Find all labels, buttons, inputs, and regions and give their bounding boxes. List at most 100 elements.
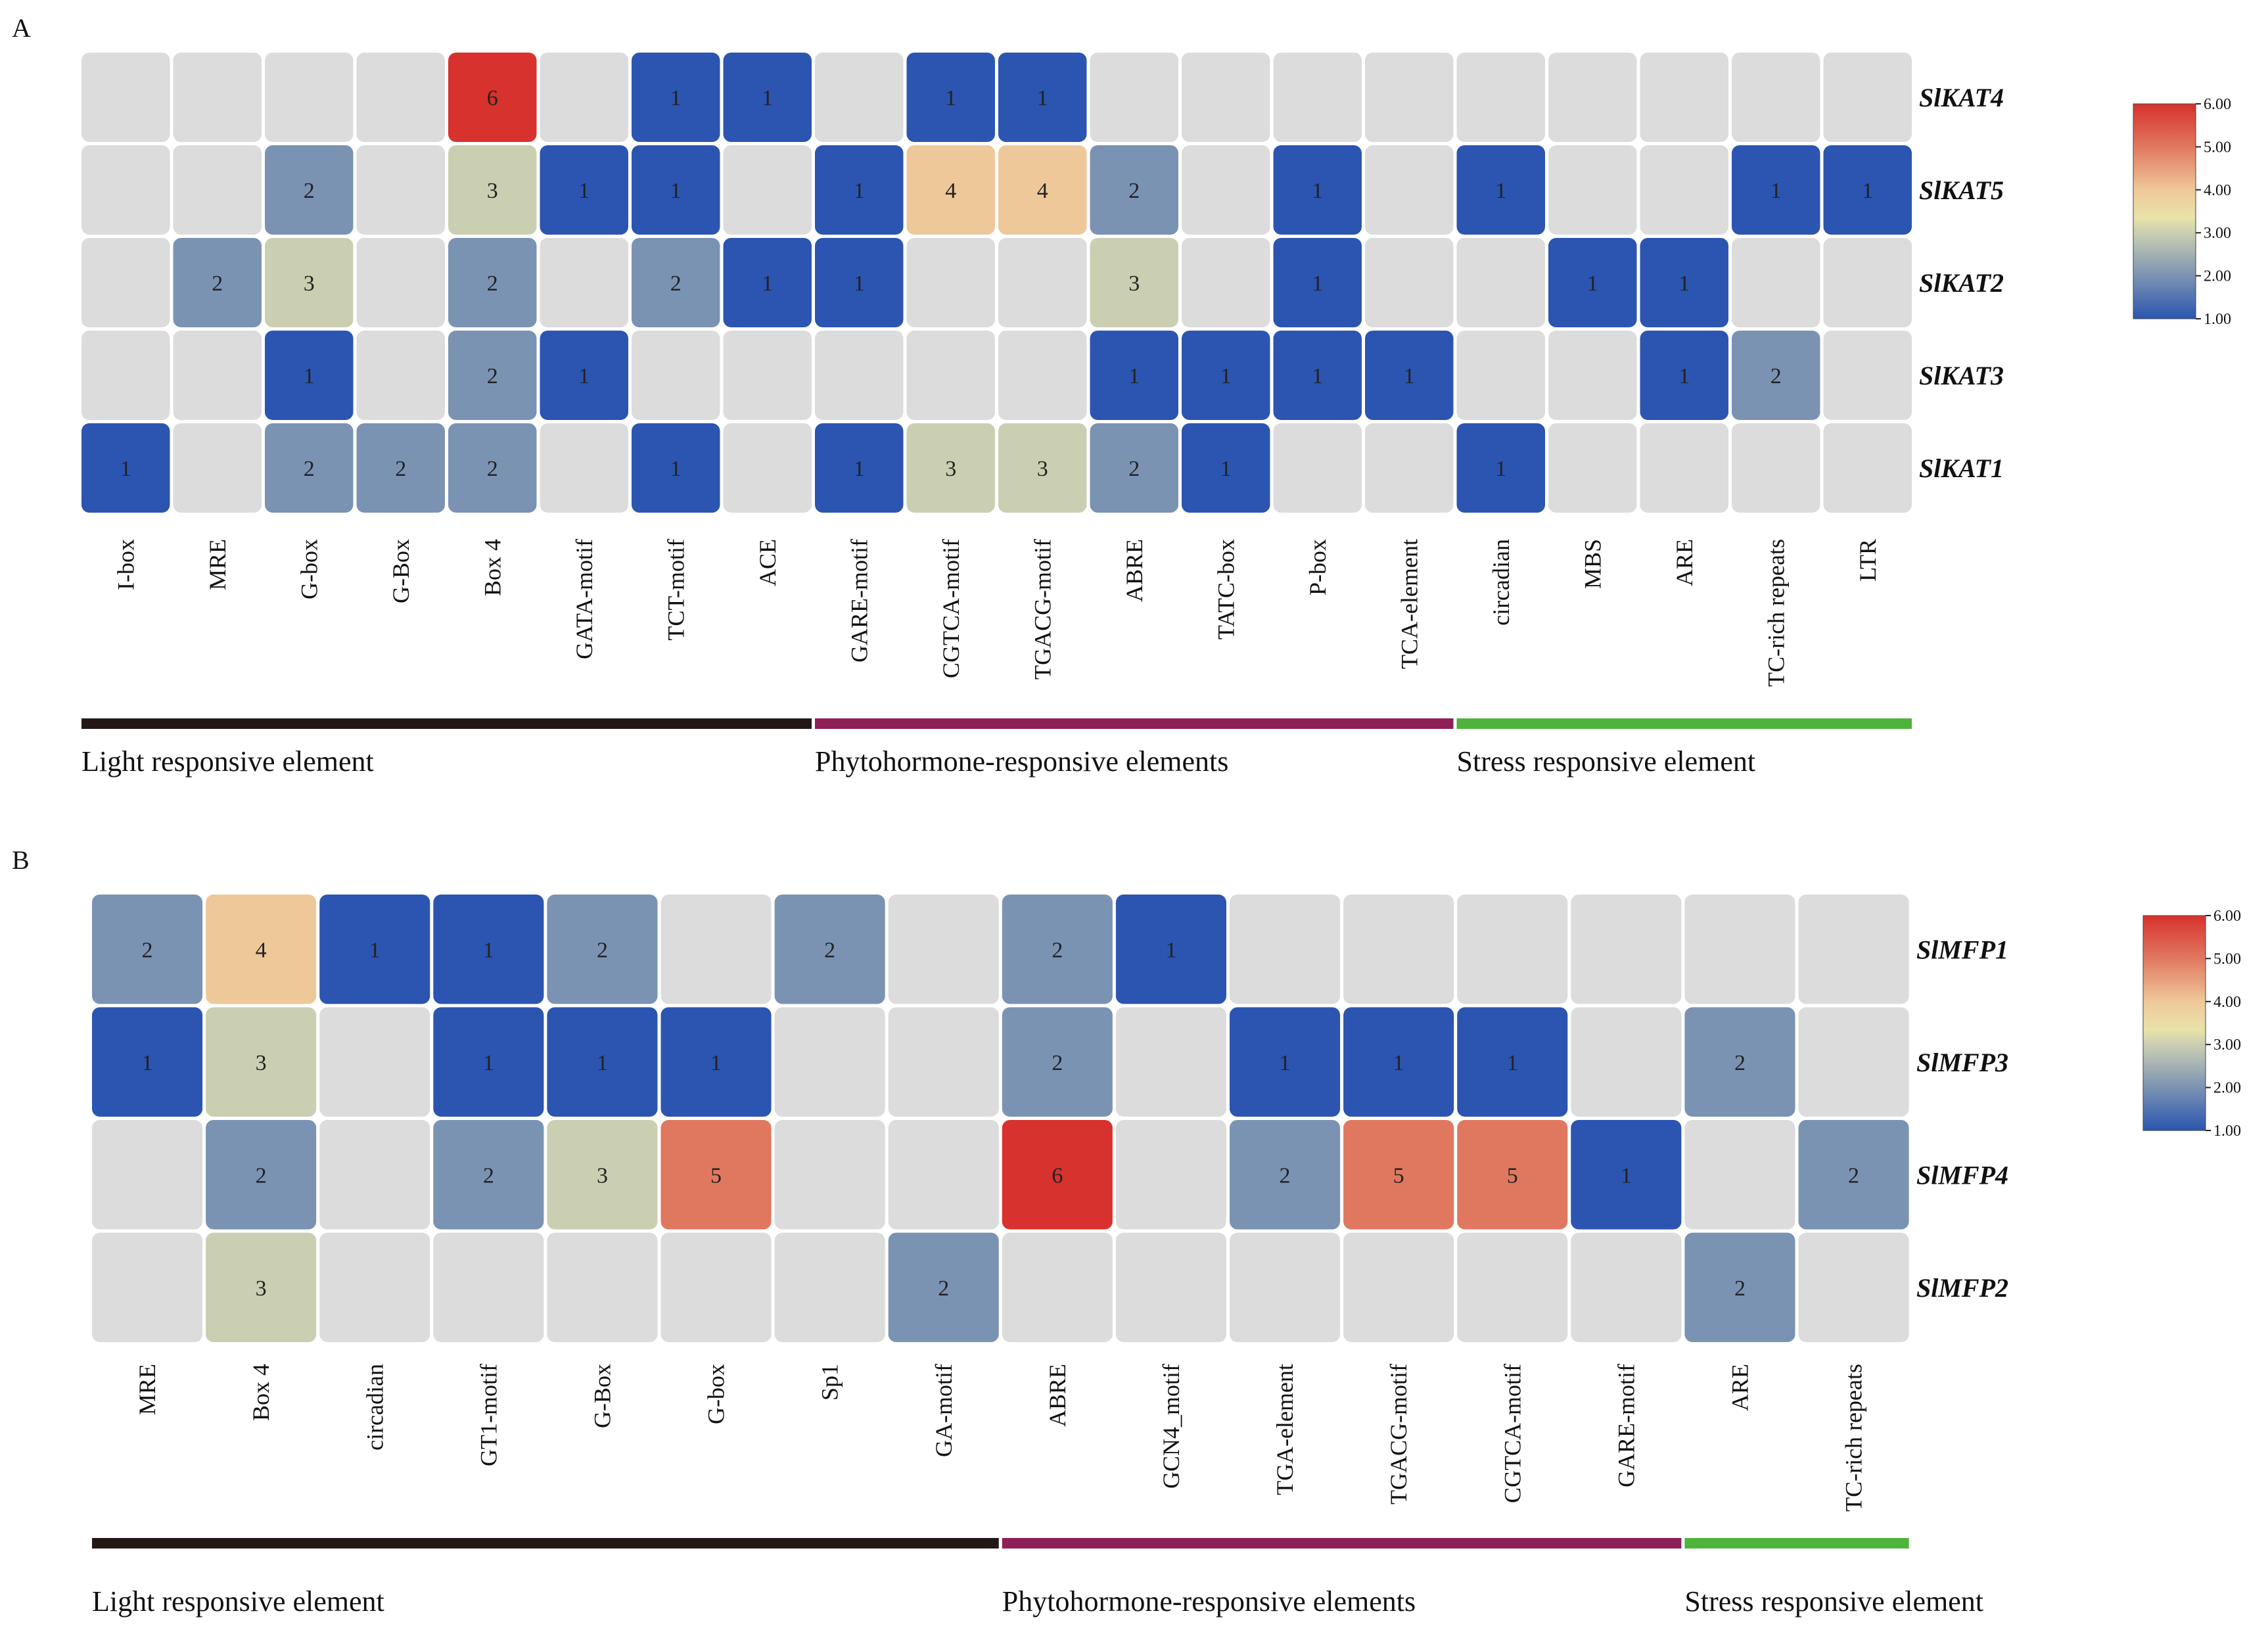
heatmap-cell	[1115, 1232, 1226, 1342]
cell-value: 2	[597, 938, 608, 962]
cell-value: 1	[142, 1051, 153, 1075]
heatmap-cell	[1457, 1120, 1568, 1230]
heatmap-cell	[1548, 238, 1637, 327]
heatmap-cell	[660, 1232, 772, 1342]
gene-label: SlKAT3	[1919, 361, 2004, 390]
cell-value: 1	[762, 271, 773, 296]
panel-a-letter: A	[12, 13, 31, 43]
cell-value: 4	[1037, 179, 1048, 203]
heatmap-cell	[888, 895, 999, 1004]
heatmap-cell	[815, 238, 904, 327]
colorbar-tick-label: 6.00	[2213, 908, 2241, 925]
heatmap-cell	[1732, 145, 1820, 235]
heatmap-cell	[1548, 53, 1637, 142]
cell-value: 1	[945, 86, 956, 110]
heatmap-cell	[92, 1232, 203, 1342]
heatmap-cell	[1365, 331, 1454, 420]
colorbar-tick-label: 4.00	[2204, 182, 2231, 199]
cell-value: 2	[142, 938, 153, 962]
heatmap-cell	[1230, 1232, 1341, 1342]
heatmap-cell	[1571, 1120, 1682, 1230]
heatmap-cell	[906, 145, 995, 235]
cell-value: 1	[597, 1051, 608, 1075]
heatmap-cell	[1684, 1007, 1795, 1117]
cell-value: 1	[304, 364, 315, 388]
heatmap-cell	[173, 238, 262, 327]
column-label: ARE	[1726, 1364, 1753, 1411]
column-label: GARE-motif	[1613, 1364, 1639, 1487]
heatmap-cell	[1684, 1120, 1795, 1230]
cell-value: 6	[487, 86, 498, 110]
heatmap-cell	[1457, 1007, 1568, 1117]
heatmap-cell	[1732, 423, 1820, 513]
heatmap-cell	[1823, 331, 1912, 420]
heatmap-cell	[540, 53, 628, 142]
heatmap-cell	[173, 53, 262, 142]
heatmap-cell	[1343, 1120, 1454, 1230]
column-label: ARE	[1671, 539, 1698, 586]
heatmap-cell	[356, 423, 445, 513]
heatmap-cell	[998, 145, 1087, 235]
colorbar-gradient	[2133, 103, 2196, 319]
cell-value: 1	[854, 179, 865, 203]
group-label: Phytohormone-responsive elements	[1002, 1585, 1416, 1618]
heatmap-cell	[1456, 53, 1545, 142]
cell-value: 3	[1037, 457, 1048, 481]
column-label: MRE	[204, 539, 231, 590]
heatmap-cell	[1732, 53, 1820, 142]
colorbar-tick-label: 5.00	[2213, 950, 2241, 967]
heatmap-cell	[319, 1232, 430, 1342]
heatmap-cell	[356, 238, 445, 327]
heatmap-cell	[1230, 1120, 1341, 1230]
cell-value: 2	[1128, 457, 1140, 481]
cell-value: 1	[1678, 364, 1690, 388]
heatmap-cell	[906, 238, 995, 327]
heatmap-cell	[1343, 1232, 1454, 1342]
column-label: circadian	[1488, 539, 1514, 626]
column-label: TGACG-motif	[1385, 1364, 1412, 1504]
heatmap-cell	[1182, 53, 1270, 142]
cell-value: 1	[369, 938, 381, 962]
heatmap-cell	[433, 1120, 544, 1230]
heatmap-cell	[1090, 53, 1178, 142]
heatmap-cell	[1182, 238, 1270, 327]
heatmap-a-cells: 6 1 1 1 1 2 3 1 1 1 4 4 2 1 1 1 1 2 3 2 2 1 1 3 1 1 1 1 2 1 1 1 1 1 1 2 1 2 2 2…	[81, 53, 1912, 513]
column-label: Box 4	[248, 1364, 274, 1421]
heatmap-cell	[1273, 423, 1362, 513]
gene-label: SlKAT4	[1919, 83, 2004, 112]
cell-value: 1	[1312, 179, 1323, 203]
heatmap-cell	[173, 423, 262, 513]
cell-value: 1	[1770, 179, 1782, 203]
heatmap-cell	[265, 145, 354, 235]
cell-value: 1	[1587, 271, 1598, 296]
cell-value: 2	[938, 1276, 949, 1301]
cell-value: 3	[256, 1276, 267, 1301]
cell-value: 1	[1037, 86, 1048, 110]
cell-value: 2	[256, 1163, 267, 1188]
heatmap-cell	[1273, 53, 1362, 142]
heatmap-cell	[632, 423, 720, 513]
heatmap-cell	[319, 1120, 430, 1230]
colorbar-tick-label: 1.00	[2204, 311, 2231, 328]
heatmap-cell	[319, 895, 430, 1004]
heatmap-cell	[433, 895, 544, 1004]
column-label: ABRE	[1121, 539, 1147, 602]
heatmap-cell	[1090, 331, 1178, 420]
cell-value: 2	[1734, 1051, 1746, 1075]
group-bar	[1456, 718, 1912, 729]
column-label: ACE	[754, 539, 781, 586]
cell-value: 3	[256, 1051, 267, 1075]
gene-label: SlMFP4	[1916, 1160, 2008, 1190]
cell-value: 6	[1052, 1163, 1063, 1188]
column-label: TC-rich repeats	[1763, 539, 1789, 687]
heatmap-cell	[723, 145, 812, 235]
column-label: LTR	[1855, 539, 1881, 582]
heatmap-cell	[888, 1007, 999, 1117]
cell-value: 4	[945, 179, 956, 203]
heatmap-cell	[547, 1232, 658, 1342]
heatmap-cell	[433, 1232, 544, 1342]
heatmap-cell	[1798, 1120, 1909, 1230]
column-label: circadian	[361, 1364, 388, 1451]
heatmap-cell	[774, 1120, 885, 1230]
heatmap-cell	[632, 331, 720, 420]
